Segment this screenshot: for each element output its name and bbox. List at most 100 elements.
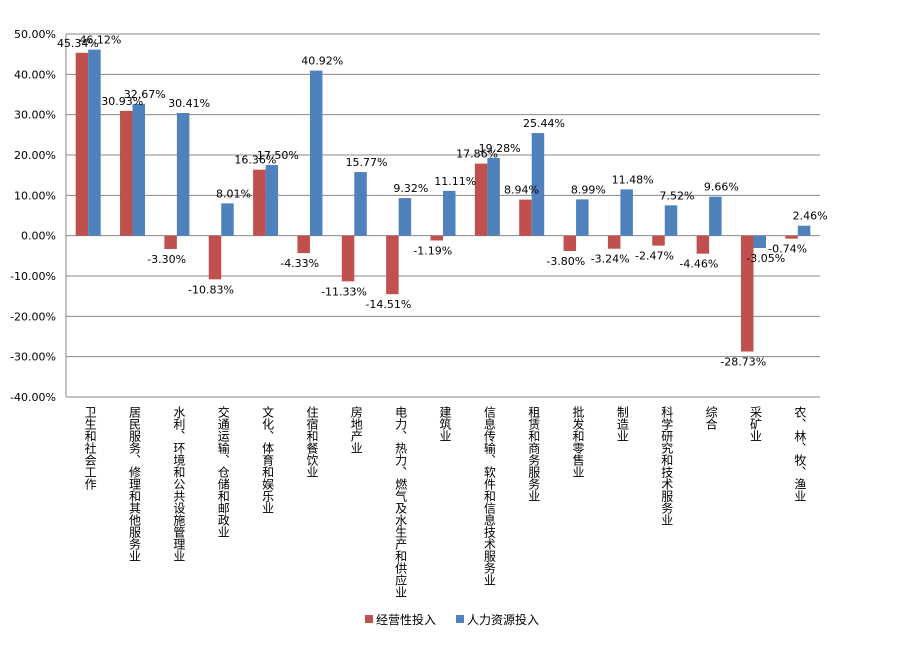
y-tick-label: 30.00% bbox=[14, 109, 56, 122]
bar-operating-investment bbox=[696, 235, 710, 254]
data-label-operating: 16.36% bbox=[234, 154, 276, 167]
bar-operating-investment bbox=[341, 235, 355, 282]
y-tick-label: 20.00% bbox=[14, 149, 56, 162]
data-label-operating: 45.34% bbox=[57, 37, 99, 50]
bar-hr-investment bbox=[443, 190, 456, 236]
data-label-operating: -28.73% bbox=[720, 356, 766, 369]
data-label-hr: 17.50% bbox=[257, 149, 299, 162]
x-category-label: 住宿和餐饮业 bbox=[305, 406, 319, 478]
data-label-hr: 8.99% bbox=[571, 183, 606, 196]
bar-operating-investment bbox=[785, 235, 798, 239]
x-category-label: 批发和零售业 bbox=[571, 405, 585, 478]
bar-hr-investment bbox=[576, 199, 589, 236]
x-category-label: 卫生和社会工作 bbox=[83, 406, 97, 490]
data-label-operating: 17.86% bbox=[456, 148, 498, 161]
data-label-hr: 15.77% bbox=[346, 156, 388, 169]
data-label-hr: 25.44% bbox=[523, 117, 565, 130]
data-label-hr: 8.01% bbox=[216, 187, 251, 200]
y-tick-label: -10.00% bbox=[10, 270, 56, 283]
data-label-operating: -0.74% bbox=[768, 243, 807, 256]
legend-swatch-hr bbox=[456, 615, 464, 623]
bar-hr-investment bbox=[709, 196, 722, 236]
bar-hr-investment bbox=[531, 133, 545, 236]
data-label-operating: -4.33% bbox=[280, 257, 319, 270]
bar-operating-investment bbox=[430, 235, 443, 241]
data-label-operating: 30.93% bbox=[101, 95, 143, 108]
y-tick-label: -20.00% bbox=[10, 310, 56, 323]
bar-hr-investment bbox=[309, 70, 323, 236]
legend: 经营性投入 人力资源投入 bbox=[365, 612, 539, 627]
data-label-hr: 30.41% bbox=[168, 97, 210, 110]
y-tick-label: 50.00% bbox=[14, 28, 56, 41]
data-label-hr: 32.67% bbox=[124, 88, 166, 101]
data-label-operating: -10.83% bbox=[188, 283, 234, 296]
data-label-operating: -2.47% bbox=[635, 250, 674, 263]
data-label-hr: 11.11% bbox=[434, 175, 476, 188]
data-label-operating: -4.46% bbox=[679, 258, 718, 271]
data-label-hr: 19.28% bbox=[479, 142, 521, 155]
x-category-label: 农、林、牧、渔业 bbox=[793, 406, 807, 502]
bars bbox=[75, 49, 811, 352]
data-label-hr: 7.52% bbox=[660, 189, 695, 202]
legend-label-hr: 人力资源投入 bbox=[467, 612, 539, 627]
bar-hr-investment bbox=[620, 189, 633, 236]
x-category-label: 交通运输、仓储和邮政业 bbox=[216, 405, 230, 538]
data-label-hr: 9.32% bbox=[393, 182, 428, 195]
x-axis-categories: 卫生和社会工作 居民服务、修理和其他服务业 水利、环境和公共设施管理业 交通运输、仓储… bbox=[83, 405, 807, 598]
bar-operating-investment bbox=[386, 235, 399, 295]
bar-hr-investment bbox=[88, 49, 101, 236]
bar-operating-investment bbox=[652, 235, 665, 246]
bar-operating-investment bbox=[297, 235, 310, 254]
y-tick-label: 0.00% bbox=[21, 230, 56, 243]
bar-operating-investment bbox=[740, 235, 754, 352]
x-category-label: 信息传输、软件和信息技术服务业 bbox=[482, 406, 496, 586]
bar-operating-investment bbox=[519, 199, 532, 236]
y-axis: 50.00% 40.00% 30.00% 20.00% 10.00% 0.00% -10.0… bbox=[10, 28, 67, 404]
data-label-hr: 9.66% bbox=[704, 181, 739, 194]
bar-operating-investment bbox=[607, 235, 621, 249]
bar-operating-investment bbox=[563, 235, 577, 251]
bar-hr-investment bbox=[176, 113, 190, 236]
bar-hr-investment bbox=[265, 165, 279, 236]
x-category-label: 居民服务、修理和其他服务业 bbox=[128, 406, 142, 562]
data-label-operating: -3.80% bbox=[546, 255, 585, 268]
data-label-operating: -11.33% bbox=[321, 285, 367, 298]
bar-hr-investment bbox=[797, 225, 811, 236]
bar-operating-investment bbox=[253, 169, 266, 236]
data-label-operating: -1.19% bbox=[413, 244, 452, 257]
x-category-label: 采矿业 bbox=[748, 406, 762, 442]
x-category-label: 水利、环境和公共设施管理业 bbox=[172, 406, 186, 562]
data-label-hr: -3.05% bbox=[746, 252, 785, 265]
x-category-label: 房地产业 bbox=[349, 405, 363, 454]
bar-operating-investment bbox=[164, 235, 177, 249]
x-category-label: 科学研究和技术服务业 bbox=[660, 406, 674, 526]
x-category-label: 文化、体育和娱乐业 bbox=[261, 405, 275, 514]
y-tick-label: 10.00% bbox=[14, 189, 56, 202]
y-tick-label: 40.00% bbox=[14, 68, 56, 81]
bar-hr-investment bbox=[221, 203, 234, 236]
x-category-label: 建筑业 bbox=[438, 406, 452, 442]
bar-operating-investment bbox=[120, 110, 133, 236]
y-tick-label: -40.00% bbox=[10, 391, 56, 404]
bar-hr-investment bbox=[753, 235, 766, 248]
x-category-label: 制造业 bbox=[615, 406, 629, 442]
data-labels: 45.34%46.12% 30.93%32.67% -3.30% 30.41% -10.… bbox=[57, 34, 828, 369]
data-label-operating: -3.24% bbox=[591, 253, 630, 266]
data-label-hr: 2.46% bbox=[793, 210, 828, 223]
bar-operating-investment bbox=[474, 163, 488, 236]
x-category-label: 租赁和商务服务业 bbox=[527, 406, 541, 502]
bar-operating-investment bbox=[208, 235, 222, 280]
bar-hr-investment bbox=[398, 198, 412, 236]
y-tick-label: -30.00% bbox=[10, 351, 56, 364]
bar-hr-investment bbox=[354, 172, 367, 236]
bar-hr-investment bbox=[132, 103, 146, 236]
data-label-operating: 8.94% bbox=[504, 184, 539, 197]
bar-operating-investment bbox=[75, 52, 89, 236]
bar-hr-investment bbox=[664, 205, 678, 236]
data-label-hr: 11.48% bbox=[612, 173, 654, 186]
data-label-hr: 46.12% bbox=[79, 34, 121, 47]
x-category-label: 电力、热力、燃气及水生产和供应业 bbox=[394, 406, 408, 598]
legend-swatch-operating bbox=[365, 615, 373, 623]
x-category-label: 综合 bbox=[704, 406, 718, 430]
